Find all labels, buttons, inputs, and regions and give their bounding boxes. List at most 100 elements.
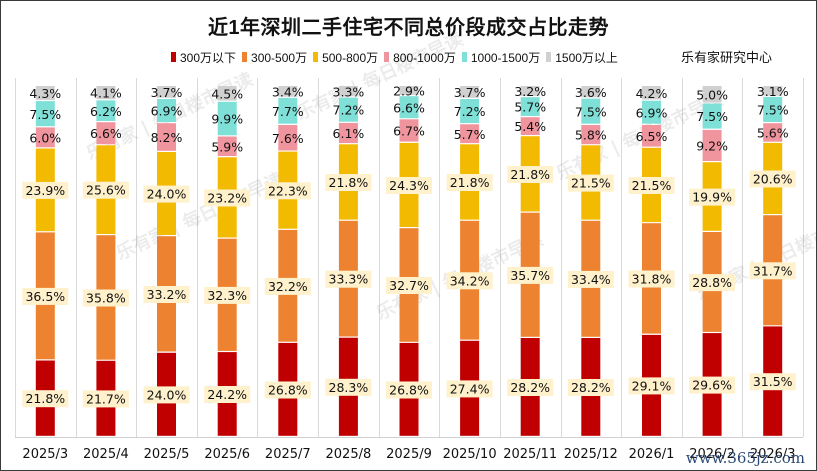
data-label: 28.2% — [510, 380, 550, 395]
data-label: 26.8% — [389, 383, 429, 398]
bar-segment — [35, 86, 55, 100]
bar-segment — [96, 122, 116, 145]
data-label: 20.6% — [753, 172, 793, 187]
data-label-box — [567, 270, 614, 288]
data-label-box — [689, 376, 736, 394]
data-label: 31.8% — [632, 272, 672, 287]
data-label: 32.2% — [268, 279, 308, 294]
chart-title: 近1年深圳二手住宅不同总价段成交占比走势 — [207, 17, 610, 39]
bar-segment — [581, 86, 601, 98]
bar-segment — [642, 100, 661, 124]
x-tick-label: 2025/12 — [564, 447, 618, 462]
data-label: 5.8% — [575, 128, 607, 143]
data-label-box — [507, 266, 554, 284]
x-tick-label: 2025/11 — [503, 447, 557, 462]
data-label-box — [628, 377, 675, 395]
data-label: 22.3% — [268, 183, 308, 198]
bar-segment — [96, 86, 116, 100]
data-label: 6.7% — [393, 124, 425, 139]
data-label: 33.4% — [571, 272, 611, 287]
data-label-box — [143, 386, 190, 404]
bar-segment — [702, 103, 722, 129]
data-label-box — [264, 277, 311, 295]
data-label: 21.8% — [329, 175, 369, 190]
data-label-box — [507, 166, 554, 183]
data-label-box — [264, 182, 311, 200]
legend-swatch — [171, 52, 176, 62]
data-label-box — [507, 379, 554, 396]
bar-segment — [399, 86, 419, 95]
legend-item: 300-500万 — [242, 49, 307, 66]
data-label-box — [567, 379, 614, 396]
bar-segment — [642, 125, 661, 147]
data-label: 21.5% — [571, 176, 611, 191]
data-label: 4.2% — [636, 86, 668, 101]
data-label: 21.7% — [86, 391, 126, 406]
data-label-box — [325, 174, 372, 191]
bar-segment — [35, 101, 55, 127]
data-label: 3.1% — [757, 84, 789, 99]
data-label: 6.9% — [636, 105, 668, 120]
data-label: 6.5% — [636, 129, 668, 144]
data-label-box — [22, 287, 69, 305]
bar-segment — [581, 125, 601, 145]
data-label: 6.0% — [29, 130, 61, 145]
data-label: 3.3% — [333, 84, 365, 99]
bar-segment — [35, 127, 55, 148]
x-tick-label: 2025/5 — [144, 447, 190, 462]
x-tick-label: 2025/9 — [386, 447, 432, 462]
bar-segment — [702, 129, 722, 161]
data-label-box — [204, 286, 251, 304]
data-label: 26.8% — [268, 383, 308, 398]
data-label-box — [22, 181, 69, 199]
data-label: 32.3% — [207, 288, 247, 303]
data-label: 7.7% — [272, 104, 304, 119]
bar-segment — [702, 86, 722, 103]
bar-segment — [157, 123, 176, 151]
data-label: 31.7% — [753, 263, 793, 278]
legend-item: 1000-1500万 — [461, 49, 540, 66]
data-label: 24.3% — [389, 178, 429, 193]
bar-segment — [520, 86, 540, 96]
data-label: 6.6% — [90, 126, 122, 141]
bar-segment — [278, 97, 298, 124]
data-label-box — [628, 270, 675, 288]
data-label: 4.3% — [29, 86, 61, 101]
data-label-box — [749, 262, 796, 280]
data-label: 7.5% — [575, 104, 607, 119]
legend-item: 500-800万 — [313, 49, 378, 66]
legend-item: 1500万以上 — [546, 49, 618, 66]
data-label: 7.5% — [29, 107, 61, 122]
data-label: 6.9% — [151, 104, 183, 119]
legend-swatch — [461, 52, 467, 62]
data-label: 5.9% — [211, 139, 243, 154]
bar-segment — [278, 86, 298, 97]
data-label: 29.6% — [692, 378, 732, 393]
data-label: 32.7% — [389, 278, 429, 293]
data-label: 23.2% — [207, 191, 247, 206]
bar-segment — [581, 98, 601, 124]
legend-swatch — [384, 52, 390, 62]
data-label-box — [446, 272, 493, 290]
data-label-box — [82, 289, 129, 307]
legend-swatch — [242, 52, 248, 62]
data-label: 24.0% — [147, 387, 187, 402]
x-tick-label: 2025/4 — [83, 447, 129, 462]
bar-segment — [399, 96, 419, 119]
data-label: 5.4% — [514, 119, 546, 134]
legend-item: 300万以下 — [171, 49, 236, 66]
data-label: 4.1% — [90, 86, 122, 101]
data-label-box — [82, 181, 129, 199]
data-label: 7.5% — [696, 109, 728, 124]
data-label: 6.1% — [333, 126, 365, 141]
data-label: 8.2% — [151, 130, 183, 145]
data-label: 34.2% — [450, 273, 490, 288]
data-label: 5.7% — [454, 127, 486, 142]
bar-segment — [217, 136, 237, 156]
x-tick-label: 2026/3 — [750, 447, 796, 462]
bar-segment — [763, 86, 783, 96]
data-label-box — [386, 277, 432, 294]
legend-swatch — [546, 52, 552, 62]
legend-label: 800-1000万 — [393, 50, 456, 65]
x-tick-label: 2025/10 — [443, 447, 497, 462]
